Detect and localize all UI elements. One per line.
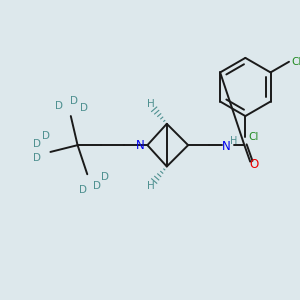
Text: D: D [33,139,41,149]
Text: Cl: Cl [248,132,258,142]
Text: D: D [93,181,101,191]
Text: D: D [101,172,109,182]
Text: D: D [55,101,63,111]
Text: H: H [230,136,237,146]
Text: H: H [147,181,155,191]
Text: D: D [70,95,78,106]
Text: H: H [147,99,155,110]
Text: Cl: Cl [292,57,300,67]
Text: O: O [249,158,259,171]
Text: D: D [42,131,50,141]
Text: D: D [80,103,88,113]
Text: D: D [33,153,41,163]
Text: N: N [136,139,145,152]
Text: D: D [80,185,87,195]
Text: N: N [222,140,230,153]
